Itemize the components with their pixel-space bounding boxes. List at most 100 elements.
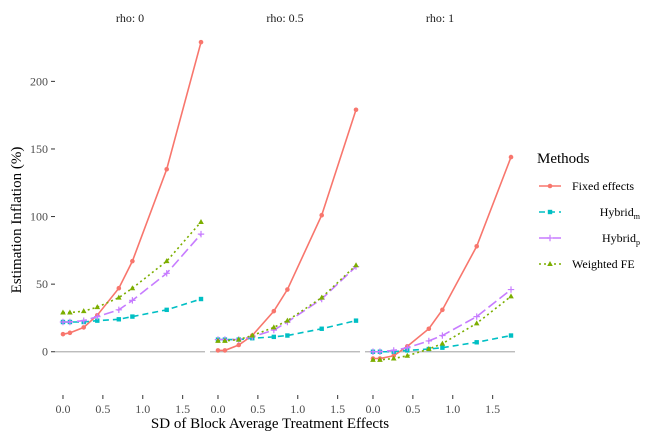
legend-label: Fixed effects	[572, 179, 634, 193]
data-point	[67, 330, 73, 336]
data-point	[376, 348, 384, 355]
legend: Methods Fixed effects Hybridm Hybridp Weigh…	[537, 151, 641, 271]
series-weighted-fe	[370, 293, 514, 362]
data-point	[473, 320, 480, 326]
data-point	[249, 332, 256, 338]
x-tick-label: 1.5	[330, 402, 345, 416]
data-point	[404, 344, 411, 351]
data-point	[318, 294, 325, 300]
series-fixed-effects	[370, 154, 514, 361]
legend-label: Hybridm	[600, 205, 641, 221]
data-point	[439, 340, 446, 346]
data-point	[81, 325, 87, 330]
legend-item: Weighted FE	[539, 257, 635, 271]
panel-2: rho: 1 0.0 0.5 1.0 1.5	[365, 11, 515, 416]
data-point	[271, 334, 277, 340]
legend-item: Hybridm	[539, 205, 641, 221]
x-tick-label: 0.0	[210, 402, 225, 416]
data-point	[60, 309, 66, 315]
legend-label: Hybridp	[602, 231, 640, 247]
data-point	[271, 308, 277, 314]
y-axis-title: Estimation Inflation (%)	[9, 147, 25, 294]
data-point	[222, 348, 228, 353]
series-weighted-fe	[60, 218, 204, 315]
x-tick-label: 0.0	[365, 402, 380, 416]
series-fixed-effects	[215, 107, 359, 353]
x-tick-label: 1.0	[290, 402, 305, 416]
data-point	[163, 258, 170, 264]
data-point	[377, 356, 383, 362]
data-point	[353, 107, 359, 113]
data-point	[215, 337, 221, 343]
data-point	[507, 286, 515, 293]
legend-title: Methods	[537, 151, 590, 167]
data-point	[94, 313, 101, 320]
data-point	[95, 318, 100, 323]
x-tick-label: 1.0	[445, 402, 460, 416]
data-point	[116, 294, 122, 300]
data-point	[319, 212, 325, 218]
panel-0: rho: 0 0.0 0.5 1.0 1.5	[55, 11, 205, 416]
data-point	[198, 296, 204, 302]
data-point	[115, 306, 123, 314]
data-point	[222, 337, 228, 343]
data-point	[130, 314, 135, 319]
x-tick-label: 1.5	[175, 402, 190, 416]
series-line	[62, 298, 202, 323]
y-tick-label: 50	[36, 277, 48, 291]
y-tick-label: 0	[42, 345, 48, 359]
data-point	[198, 218, 204, 224]
data-point	[440, 307, 445, 313]
y-tick-label: 100	[30, 210, 48, 224]
panel-title: rho: 0.5	[266, 11, 303, 25]
data-point	[60, 331, 66, 337]
data-point	[116, 285, 122, 291]
data-point	[474, 340, 479, 345]
data-point	[164, 307, 169, 313]
data-point	[197, 230, 205, 238]
data-point	[198, 39, 204, 45]
y-axis: 0 50 100 150 200	[30, 74, 55, 359]
data-point	[129, 297, 136, 304]
data-point	[66, 318, 74, 326]
series-weighted-fe	[215, 262, 359, 343]
data-point	[369, 348, 377, 355]
data-point	[508, 333, 514, 338]
data-point	[474, 243, 480, 249]
data-point	[285, 333, 290, 338]
series-line	[217, 265, 357, 341]
data-point	[390, 355, 397, 361]
panel-title: rho: 1	[426, 11, 454, 25]
series-line	[217, 319, 357, 341]
data-point	[390, 347, 397, 354]
series-hybrid-p	[214, 263, 360, 343]
series-fixed-effects	[60, 39, 204, 337]
x-axis-title: SD of Block Average Treatment Effects	[151, 416, 389, 432]
legend-marker	[547, 209, 553, 215]
series-line	[62, 221, 202, 314]
data-point	[426, 346, 432, 352]
x-tick-label: 0.5	[250, 402, 265, 416]
data-point	[236, 342, 242, 348]
data-point	[129, 285, 136, 291]
legend-item: Fixed effects	[539, 179, 634, 193]
data-point	[164, 166, 170, 172]
data-point	[67, 309, 73, 315]
data-point	[370, 356, 376, 362]
data-point	[285, 287, 290, 292]
data-point	[215, 348, 221, 353]
data-point	[319, 326, 324, 331]
series-line	[62, 41, 202, 335]
legend-marker	[547, 183, 553, 189]
data-point	[284, 317, 291, 323]
data-point	[80, 317, 87, 324]
data-point	[508, 293, 514, 299]
data-point	[94, 304, 101, 310]
x-tick-label: 1.5	[485, 402, 500, 416]
series-hybrid-p	[59, 230, 205, 326]
data-point	[235, 336, 242, 342]
data-point	[116, 317, 122, 322]
panels-layer: rho: 00.0 0.5 1.0 1.5 rho: 0.5 0.0 0.5 1.0 1.5 rh…	[55, 11, 515, 416]
data-point	[473, 313, 480, 320]
